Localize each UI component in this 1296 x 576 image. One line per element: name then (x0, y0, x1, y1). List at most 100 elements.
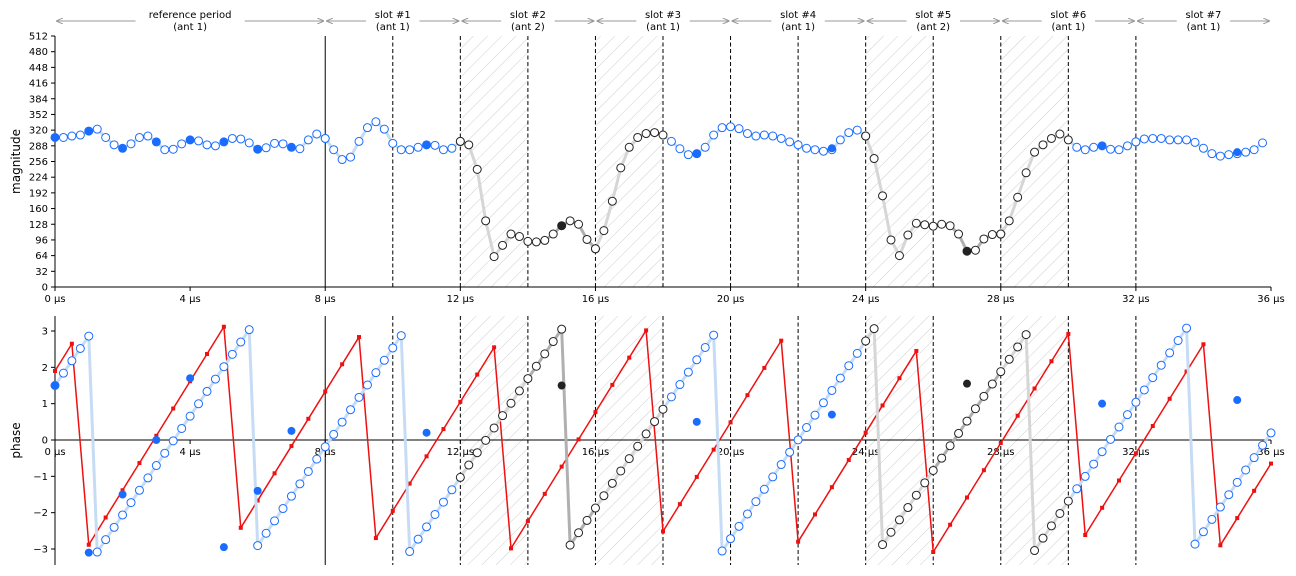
y-tick-label: −2 (33, 508, 48, 519)
magnitude-point (312, 129, 322, 139)
measured-phase-point (1148, 373, 1158, 383)
segment-header: reference period(ant 1)slot #1(ant 1)slo… (57, 8, 1269, 34)
segment-label-bg (366, 8, 420, 34)
measured-phase-point (438, 497, 448, 507)
magnitude-point (709, 130, 719, 140)
measured-phase-point (590, 503, 600, 513)
measured-phase-point (616, 466, 626, 476)
measured-phase-point (379, 355, 389, 365)
reference-phase-line (425, 428, 445, 457)
measured-phase-point (574, 528, 584, 538)
x-tick-label: 4 µs (180, 447, 201, 458)
magnitude-point-filled (963, 247, 971, 256)
segment-label-bg (771, 8, 825, 34)
measured-phase-point (658, 404, 668, 414)
measured-phase-point (886, 527, 896, 537)
measured-phase-point (1072, 484, 1082, 494)
magnitude-point (1038, 140, 1048, 150)
magnitude-point-filled (219, 137, 228, 146)
magnitude-point-filled (84, 127, 93, 136)
magnitude-point (362, 123, 372, 133)
magnitude-point (1148, 133, 1158, 143)
measured-phase-point (785, 447, 795, 457)
measured-phase-point (835, 373, 845, 383)
measured-phase-point (126, 498, 136, 508)
measured-phase-point (1258, 440, 1268, 450)
magnitude-point-filled (186, 135, 195, 144)
reference-phase-line (1219, 517, 1238, 546)
magnitude-point (438, 145, 448, 155)
reference-phase-line (1152, 398, 1171, 427)
measured-phase-point-filled (118, 490, 127, 499)
segment-2: slot #1(ant 1) (327, 8, 458, 34)
measured-phase-point (1122, 410, 1132, 420)
reference-phase-line (561, 438, 580, 468)
y-tick-label: 64 (35, 251, 48, 262)
magnitude-point (1089, 142, 1099, 152)
magnitude-point (270, 138, 280, 148)
reference-phase-line (1118, 452, 1137, 481)
magnitude-point (1063, 135, 1073, 145)
magnitude-panel: 0 32 64 96 128 160 192 224 256 288 320 352 384 416 448… (9, 32, 1285, 306)
magnitude-point (802, 143, 812, 153)
measured-phase-point (1215, 502, 1225, 512)
x-tick-label: 12 µs (447, 447, 474, 458)
magnitude-point (835, 135, 845, 145)
magnitude-point-filled (1098, 141, 1107, 150)
x-tick-label: 16 µs (582, 447, 609, 458)
reference-phase-line (865, 405, 884, 434)
reference-phase-line (898, 350, 917, 379)
magnitude-point (717, 123, 727, 133)
magnitude-point (1190, 137, 1200, 147)
segment-sublabel: (ant 2) (511, 22, 545, 33)
magnitude-point (295, 144, 305, 154)
measured-phase-point (278, 504, 288, 514)
measured-phase-point (194, 399, 204, 409)
reference-phase-line (932, 524, 951, 553)
x-tick-label: 16 µs (582, 294, 609, 305)
magnitude-point (329, 145, 339, 155)
measured-phase-point (717, 546, 727, 556)
magnitude-point (109, 140, 119, 150)
measured-phase-point (582, 515, 592, 525)
measured-phase-point-filled (51, 381, 59, 390)
measured-phase-point (818, 398, 828, 408)
magnitude-point (582, 234, 592, 244)
measured-phase-point (1063, 496, 1073, 506)
x-tick-label: 0 µs (44, 294, 65, 305)
magnitude-point (194, 136, 204, 146)
reference-phase-line (628, 329, 647, 359)
measured-phase-point (1266, 428, 1276, 438)
measured-phase-point (565, 540, 575, 550)
magnitude-point (776, 133, 786, 143)
magnitude-point (641, 129, 651, 139)
hatched-region (1000, 36, 1069, 287)
measured-phase-point (827, 385, 837, 395)
measured-phase-point (793, 435, 803, 445)
magnitude-point (506, 229, 516, 239)
y-tick-label: 1 (42, 399, 48, 410)
magnitude-point (844, 128, 854, 138)
reference-phase-line (544, 466, 563, 495)
reference-phase-line (763, 340, 782, 369)
measured-phase-point (692, 355, 702, 365)
reference-phase-line (611, 357, 630, 386)
x-tick-label: 32 µs (1122, 294, 1149, 305)
magnitude-point (1004, 216, 1014, 226)
magnitude-point (261, 143, 271, 153)
magnitude-point-filled (253, 145, 262, 154)
phase-panel: −3 −2 −1 0 1 2 3 0 µs 4 µs 8 µs 12 µs 16 µs 20 µs 24 … (9, 316, 1285, 565)
magnitude-point (726, 122, 736, 132)
magnitude-point (650, 128, 660, 138)
measured-phase-point (312, 454, 322, 464)
measured-phase-point (1021, 330, 1031, 340)
y-tick-label: 3 (42, 327, 48, 338)
measured-phase-point-filled (827, 410, 836, 419)
reference-phase-line (476, 346, 495, 375)
magnitude-point-filled (152, 137, 161, 146)
magnitude-point (954, 229, 964, 239)
measured-phase-point (970, 404, 980, 414)
magnitude-point (565, 216, 575, 226)
measured-phase-point-filled (186, 374, 195, 383)
magnitude-point (599, 226, 609, 236)
